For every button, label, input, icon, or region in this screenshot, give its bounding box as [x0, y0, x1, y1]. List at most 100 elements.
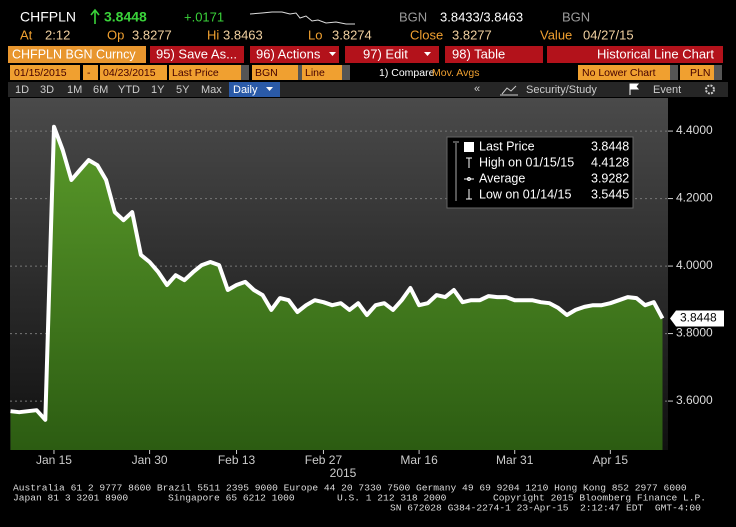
field-value[interactable]: PLN	[690, 67, 710, 79]
period-button[interactable]: 1D	[15, 84, 29, 96]
source: BGN	[399, 9, 427, 24]
settings-icon[interactable]	[705, 84, 715, 95]
footer-line: U.S. 1 212 318 2000	[337, 493, 447, 504]
dropdown-arrow	[424, 52, 431, 56]
button-label[interactable]: 95) Save As...	[156, 46, 237, 61]
price-line	[10, 124, 665, 422]
study-button[interactable]: Security/Study	[526, 84, 597, 96]
field[interactable]	[302, 65, 342, 80]
event-button[interactable]: Event	[653, 84, 681, 96]
legend-label: Average	[479, 171, 525, 185]
field-value[interactable]: No Lower Chart	[582, 67, 656, 79]
x-tick-label: Feb 27	[305, 453, 343, 467]
field[interactable]	[680, 65, 714, 80]
low-icon	[466, 189, 472, 200]
mov-avgs-button[interactable]: Mov. Avgs	[432, 67, 479, 79]
frequency-box[interactable]	[229, 82, 280, 97]
bid-ask: 3.8433/3.8463	[440, 9, 523, 24]
compare-button[interactable]: 1) Compare	[379, 67, 435, 79]
quote-label: Close	[410, 27, 443, 42]
field[interactable]	[10, 65, 80, 80]
legend-value: 3.9282	[591, 171, 629, 185]
quote-row: At 2:12 Op 3.8277 Hi 3.8463 Lo 3.8274 Close 3.827…	[20, 27, 634, 42]
button[interactable]	[150, 46, 244, 63]
period-button[interactable]: 1M	[67, 84, 82, 96]
sparkline	[249, 11, 355, 25]
back-button[interactable]: «	[474, 83, 480, 95]
y-tick-label: 4.0000	[676, 258, 713, 272]
period-button[interactable]: 5Y	[176, 84, 190, 96]
field[interactable]	[578, 65, 674, 80]
field[interactable]	[169, 65, 241, 80]
quote-value: 3.8463	[223, 27, 263, 42]
flag-icon	[629, 83, 640, 95]
legend: Last Price 3.8448 High on 01/15/15 4.4128 Av…	[446, 136, 634, 209]
button[interactable]	[345, 46, 439, 63]
change: +.0171	[184, 9, 224, 24]
field-value[interactable]: BGN	[255, 67, 278, 79]
period-button[interactable]: 1Y	[151, 84, 165, 96]
quote-label: Value	[540, 27, 572, 42]
quote-value: 3.8277	[132, 27, 172, 42]
button[interactable]	[250, 46, 339, 63]
quote-label: At	[20, 27, 33, 42]
field-value[interactable]: Last Price	[172, 67, 219, 79]
period-button[interactable]: 6M	[93, 84, 108, 96]
x-tick-label: Apr 15	[593, 453, 629, 467]
average-icon	[464, 177, 474, 181]
quote-label: Op	[107, 27, 124, 42]
legend-swatch	[464, 142, 474, 152]
footer-line: Australia 61 2 9777 8600 Brazil 5511 239…	[13, 483, 687, 494]
x-tick-label: Mar 16	[400, 453, 438, 467]
y-tick-label: 4.2000	[676, 191, 713, 205]
x-tick-label: Feb 13	[218, 453, 256, 467]
field[interactable]	[100, 65, 167, 80]
legend-rail	[453, 141, 459, 201]
separator: -	[87, 67, 91, 79]
button-label[interactable]: 96) Actions	[256, 46, 321, 61]
quote-value: 3.8274	[332, 27, 372, 42]
last-price: 3.8448	[104, 9, 147, 25]
footer-line: Copyright 2015 Bloomberg Finance L.P.	[493, 493, 706, 504]
button-label[interactable]: 98) Table	[452, 46, 505, 61]
field	[83, 65, 98, 80]
quote-value: 2:12	[45, 27, 70, 42]
period-buttons: 1D 3D 1M 6M YTD 1Y 5Y Max	[15, 84, 222, 96]
button[interactable]	[445, 46, 543, 63]
x-tick-label: Mar 31	[496, 453, 534, 467]
dropdown[interactable]	[714, 65, 722, 80]
frequency[interactable]: Daily	[233, 84, 258, 96]
x-tick-label: Jan 30	[132, 453, 168, 467]
chart-title: Historical Line Chart	[597, 46, 714, 61]
source: BGN	[562, 9, 590, 24]
quote-label: Hi	[207, 27, 219, 42]
field-value[interactable]: 04/23/2015	[103, 67, 156, 79]
quote-label: Lo	[308, 27, 322, 42]
y-tick-label: 4.4000	[676, 123, 713, 137]
period-bar	[8, 82, 728, 97]
period-button[interactable]: YTD	[118, 84, 140, 96]
legend-label: Last Price	[479, 139, 535, 153]
security[interactable]: CHFPLN BGN Curncy	[12, 47, 136, 61]
field-value[interactable]: 01/15/2015	[14, 67, 67, 79]
ticker: CHFPLN	[20, 9, 76, 25]
last-price-tag	[670, 310, 724, 327]
dropdown[interactable]	[241, 65, 249, 80]
footer-line: Singapore 65 6212 1000	[168, 493, 295, 504]
high-icon	[466, 157, 472, 168]
dropdown[interactable]	[342, 65, 350, 80]
legend-label: High on 01/15/15	[479, 155, 574, 169]
security-box[interactable]	[8, 46, 146, 63]
dropdown-arrow	[266, 87, 273, 91]
period-button[interactable]: Max	[201, 84, 222, 96]
quote-value: 04/27/15	[583, 27, 634, 42]
period-button[interactable]: 3D	[40, 84, 54, 96]
dropdown[interactable]	[670, 65, 678, 80]
area	[10, 126, 663, 451]
legend-value: 3.5445	[591, 187, 629, 201]
field-value[interactable]: Line	[305, 67, 325, 79]
button-label[interactable]: 97) Edit	[363, 46, 408, 61]
quote-value: 3.8277	[452, 27, 492, 42]
field[interactable]	[252, 65, 298, 80]
